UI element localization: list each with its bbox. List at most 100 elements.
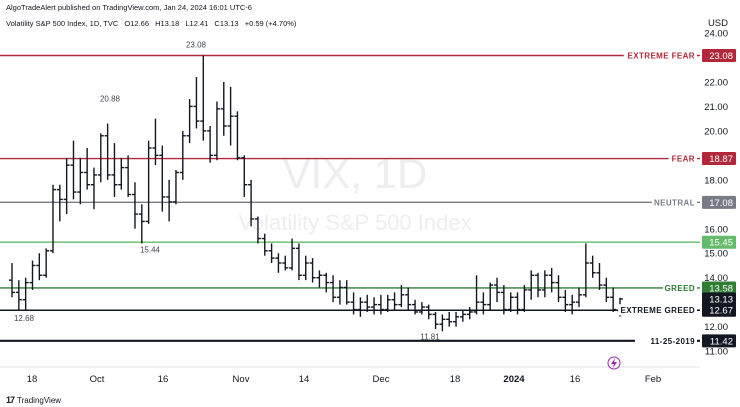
ohlc-bar[interactable] xyxy=(36,253,43,281)
ohlc-bar[interactable] xyxy=(125,155,132,197)
ohlc-bar[interactable] xyxy=(610,287,617,312)
ohlc-bar[interactable] xyxy=(459,309,466,322)
ohlc-bar[interactable] xyxy=(418,302,425,315)
ohlc-bar[interactable] xyxy=(405,287,412,310)
ohlc-bar[interactable] xyxy=(330,275,337,303)
ohlc-bar[interactable] xyxy=(548,267,555,293)
ohlc-bar[interactable] xyxy=(9,263,15,298)
ohlc-bar[interactable] xyxy=(172,170,179,205)
ohlc-bar[interactable] xyxy=(555,275,562,303)
ohlc-bar[interactable] xyxy=(309,258,316,283)
ohlc-bar[interactable] xyxy=(371,297,378,315)
ohlc-bar[interactable] xyxy=(166,179,173,222)
ohlc-bar[interactable] xyxy=(295,243,302,281)
ohlc-bar[interactable] xyxy=(289,238,296,271)
ohlc-bar[interactable] xyxy=(453,311,460,327)
ohlc-bar[interactable] xyxy=(521,285,528,312)
ohlc-bar[interactable] xyxy=(364,294,371,312)
ohlc-bar[interactable] xyxy=(480,292,487,315)
ohlc-bar[interactable] xyxy=(90,167,97,210)
ohlc-bar[interactable] xyxy=(15,280,22,310)
ohlc-bar[interactable] xyxy=(118,157,125,190)
ohlc-bar[interactable] xyxy=(425,304,432,320)
price-annotation: 23.08 xyxy=(186,41,207,50)
ohlc-bar[interactable] xyxy=(596,263,603,290)
ohlc-bar[interactable] xyxy=(384,294,391,312)
ohlc-bar[interactable] xyxy=(487,282,494,310)
ohlc-bar[interactable] xyxy=(432,311,439,330)
ohlc-bar[interactable] xyxy=(562,289,569,312)
ohlc-bar[interactable] xyxy=(473,275,480,315)
ohlc-bar[interactable] xyxy=(152,118,159,166)
ohlc-bar[interactable] xyxy=(514,292,521,315)
ohlc-bar[interactable] xyxy=(70,140,77,200)
ohlc-bar[interactable] xyxy=(145,140,152,224)
ohlc-bar[interactable] xyxy=(316,270,323,288)
lightning-icon[interactable] xyxy=(607,356,621,370)
symbol-info: Volatility S&P 500 Index, 1D, TVC O12.66… xyxy=(6,19,300,28)
ohlc-bar[interactable] xyxy=(535,272,542,298)
ohlc-bar[interactable] xyxy=(541,270,548,298)
ohlc-bar[interactable] xyxy=(159,145,166,212)
ohlc-bar[interactable] xyxy=(213,101,220,161)
footer[interactable]: 17 TradingView xyxy=(6,395,61,405)
ohlc-bar[interactable] xyxy=(589,255,596,278)
ohlc-bar[interactable] xyxy=(49,184,56,254)
ohlc-bar[interactable] xyxy=(56,184,63,222)
ohlc-bar[interactable] xyxy=(323,272,330,293)
symbol-name[interactable]: Volatility S&P 500 Index, 1D, TVC xyxy=(6,19,119,28)
ohlc-bar[interactable] xyxy=(398,285,405,308)
ohlc-bar[interactable] xyxy=(350,292,357,315)
ohlc-bar[interactable] xyxy=(97,133,104,183)
ohlc-bar[interactable] xyxy=(494,277,501,303)
ohlc-bar[interactable] xyxy=(138,204,145,244)
ohlc-bar[interactable] xyxy=(507,292,514,312)
ohlc-bar[interactable] xyxy=(241,155,248,197)
ohlc-bar[interactable] xyxy=(439,314,446,332)
ohlc-bar[interactable] xyxy=(29,260,36,290)
ohlc-bar[interactable] xyxy=(43,248,50,278)
ohlc-bar[interactable] xyxy=(104,123,111,180)
price-badge xyxy=(702,281,736,295)
ohlc-bar[interactable] xyxy=(193,77,200,129)
ohlc-bar[interactable] xyxy=(582,243,589,298)
x-tick-label: Feb xyxy=(645,374,661,385)
ohlc-bar[interactable] xyxy=(200,55,207,141)
ohlc-bar[interactable] xyxy=(500,285,507,315)
ohlc-bar[interactable] xyxy=(466,307,473,320)
ohlc-bar[interactable] xyxy=(207,125,214,163)
ohlc-bar[interactable] xyxy=(603,277,610,303)
ohlc-bar[interactable] xyxy=(302,255,309,281)
ohlc-bar[interactable] xyxy=(282,255,289,271)
time-axis[interactable]: 18 Oct 16 Nov 14 Dec 18 2024 16 Feb xyxy=(27,374,661,385)
ohlc-bar[interactable] xyxy=(77,157,84,205)
ohlc-bar[interactable] xyxy=(391,292,398,310)
ohlc-bar[interactable] xyxy=(227,86,234,146)
ohlc-bar[interactable] xyxy=(446,311,453,327)
ohlc-bar[interactable] xyxy=(234,111,241,161)
ohlc-bar[interactable] xyxy=(186,99,193,144)
ohlc-bar[interactable] xyxy=(528,270,535,300)
ohlc-bar[interactable] xyxy=(343,280,350,305)
ohlc-bar[interactable] xyxy=(275,253,282,273)
ohlc-bar[interactable] xyxy=(569,294,576,315)
ohlc-bar[interactable] xyxy=(84,148,91,190)
ohlc-bar[interactable] xyxy=(268,243,275,264)
watermark-title: Volatility S&P 500 Index xyxy=(238,210,471,235)
y-tick-label: 11.00 xyxy=(705,347,728,358)
ohlc-bar[interactable] xyxy=(111,143,118,197)
ohlc-bar[interactable] xyxy=(576,287,583,308)
ohlc-bar[interactable] xyxy=(220,81,227,136)
ohlc-bar[interactable] xyxy=(179,130,186,180)
ohlc-bar[interactable] xyxy=(412,299,419,315)
ohlc-bar[interactable] xyxy=(63,157,70,215)
ohlc-bar[interactable] xyxy=(22,277,29,310)
ohlc-bar[interactable] xyxy=(377,294,384,315)
ohlc-bar[interactable] xyxy=(131,182,138,229)
ohlc-bar[interactable] xyxy=(248,179,255,227)
ohlc-bar[interactable] xyxy=(357,297,364,317)
ohlc-bar[interactable] xyxy=(254,216,261,244)
ohlc-bar[interactable] xyxy=(261,233,268,256)
ohlc-bar[interactable] xyxy=(336,280,343,305)
